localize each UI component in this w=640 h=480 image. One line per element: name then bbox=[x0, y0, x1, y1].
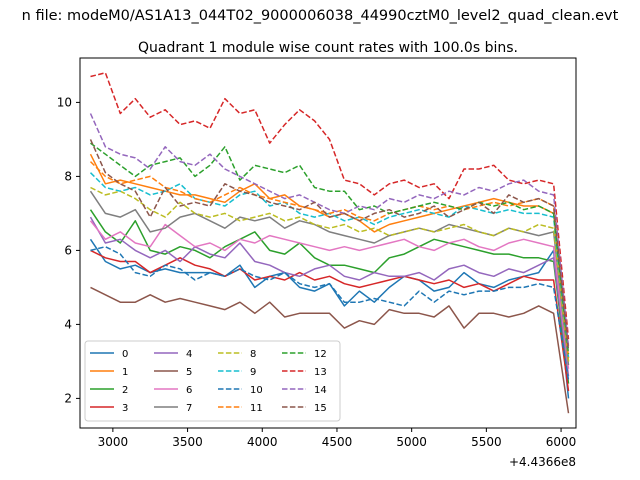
legend-label-7: 7 bbox=[186, 403, 192, 414]
legend-label-2: 2 bbox=[122, 385, 128, 396]
legend-label-10: 10 bbox=[250, 385, 263, 396]
x-offset-label: +4.4366e8 bbox=[509, 455, 576, 469]
legend-box bbox=[84, 340, 341, 422]
series-line-4 bbox=[89, 216, 570, 377]
series-line-11 bbox=[89, 161, 570, 358]
y-axis: 2 4 6 8 10 bbox=[57, 95, 80, 405]
legend-label-11: 11 bbox=[250, 403, 263, 414]
legend-label-6: 6 bbox=[186, 385, 192, 396]
series-line-13 bbox=[90, 72, 570, 340]
plot-area-frame bbox=[79, 57, 577, 429]
x-tick-label: 6000 bbox=[546, 435, 577, 449]
legend-label-0: 0 bbox=[122, 349, 128, 360]
legend-label-4: 4 bbox=[186, 349, 192, 360]
chart-title: Quadrant 1 module wise count rates with … bbox=[138, 40, 518, 56]
legend-label-1: 1 bbox=[122, 367, 128, 378]
series-line-15 bbox=[89, 139, 570, 351]
series-layer bbox=[89, 72, 570, 414]
legend-label-9: 9 bbox=[250, 367, 256, 378]
x-tick-label: 5500 bbox=[471, 435, 502, 449]
figure-suptitle: n file: modeM0/AS1A13_044T02_9000006038_… bbox=[22, 8, 619, 24]
y-tick-label: 6 bbox=[64, 243, 72, 257]
x-tick-label: 3500 bbox=[172, 435, 203, 449]
x-axis: 3000 3500 4000 4500 5000 5500 6000 bbox=[98, 428, 577, 449]
x-tick-label: 3000 bbox=[98, 435, 129, 449]
series-line-7 bbox=[89, 190, 570, 366]
series-line-3 bbox=[90, 249, 570, 392]
legend-label-12: 12 bbox=[314, 349, 327, 360]
series-line-10 bbox=[90, 245, 570, 381]
legend-label-13: 13 bbox=[314, 367, 327, 378]
y-tick-label: 4 bbox=[64, 317, 72, 331]
y-tick-label: 2 bbox=[64, 391, 72, 405]
series-line-6 bbox=[89, 220, 570, 369]
series-line-14 bbox=[89, 113, 570, 347]
y-tick-label: 8 bbox=[64, 169, 72, 183]
series-line-12 bbox=[90, 142, 570, 355]
series-line-5 bbox=[90, 286, 570, 414]
x-tick-label: 5000 bbox=[396, 435, 427, 449]
legend-label-14: 14 bbox=[314, 385, 327, 396]
y-tick-label: 10 bbox=[57, 95, 72, 109]
x-tick-label: 4000 bbox=[247, 435, 278, 449]
x-tick-label: 4500 bbox=[322, 435, 353, 449]
legend-label-3: 3 bbox=[122, 403, 128, 414]
legend-label-8: 8 bbox=[250, 349, 256, 360]
series-line-8 bbox=[90, 186, 570, 362]
legend-label-5: 5 bbox=[186, 367, 192, 378]
legend-label-15: 15 bbox=[314, 403, 327, 414]
